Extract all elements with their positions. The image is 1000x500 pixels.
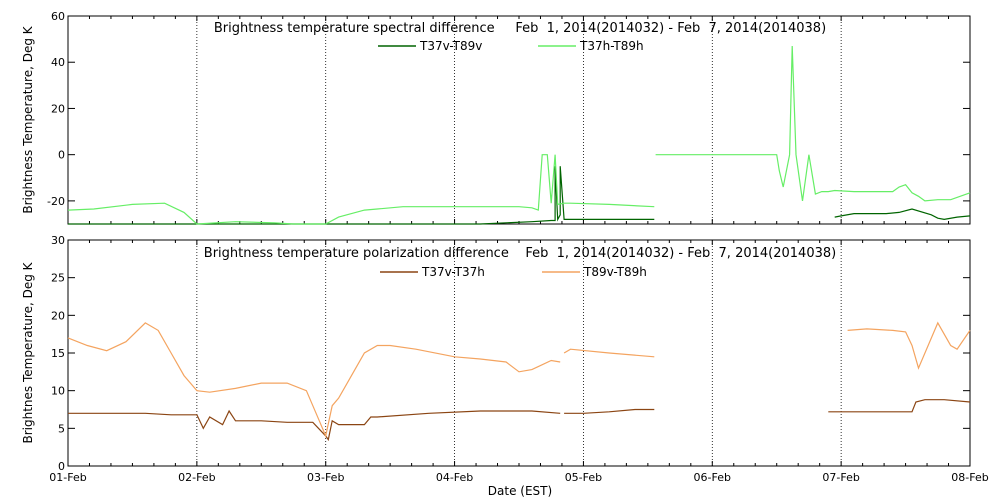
series-line-T37v-T37h: [68, 409, 561, 442]
y-tick-label: 0: [58, 149, 65, 162]
y-tick-label: 60: [51, 10, 65, 23]
x-axis-title: Date (EST): [488, 484, 552, 498]
y-tick-label: 20: [51, 309, 65, 322]
x-tick-label: 02-Feb: [178, 471, 215, 484]
x-tick-label: 04-Feb: [436, 471, 473, 484]
x-tick-label: 05-Feb: [565, 471, 602, 484]
x-tick-label: 07-Feb: [822, 471, 859, 484]
series-line-T89v-T89h: [67, 322, 561, 438]
series-line-T37h-T89h: [67, 154, 655, 225]
x-tick-label: 08-Feb: [951, 471, 988, 484]
polarization-difference-panel: 01-Feb 02-Feb 03-Feb 04-Feb 05-Feb 06-Feb 07-F…: [21, 234, 989, 484]
legend-label: T37v-T89v: [419, 39, 482, 53]
plot-frame: [67, 15, 971, 225]
series-line-T89v-T89h: [563, 348, 655, 358]
panel-title: Brightness temperature spectral differen…: [214, 21, 826, 36]
series-line-T37v-T89v: [834, 208, 971, 221]
legend-label: T37h-T89h: [579, 39, 644, 53]
y-tick-label: 30: [51, 234, 65, 247]
series-line-T37h-T89h: [655, 45, 971, 202]
y-tick-label: 15: [51, 347, 65, 360]
x-tick-label: 03-Feb: [307, 471, 344, 484]
y-tick-label: 20: [51, 102, 65, 115]
y-tick-label: 5: [58, 422, 65, 435]
legend-label: T89v-T89h: [583, 265, 647, 279]
y-tick-label: -20: [47, 195, 65, 208]
panel-title: Brightness temperature polarization diff…: [204, 246, 836, 261]
series-line-T37v-T37h: [828, 399, 971, 413]
legend-label: T37v-T37h: [421, 265, 485, 279]
y-tick-label: 10: [51, 385, 65, 398]
y-axis-title: Brightness Temperature, Deg K: [21, 25, 35, 213]
series-line-T37v-T37h: [564, 408, 655, 414]
plot-frame: [67, 239, 971, 467]
series-line-T37v-T89v: [68, 166, 655, 225]
spectral-difference-panel: -20 0 20 40 60 Brightness Temperature, Deg K B…: [21, 10, 971, 225]
y-tick-label: 25: [51, 272, 65, 285]
y-tick-label: 0: [58, 460, 65, 473]
series-line-T89v-T89h: [847, 321, 971, 370]
y-tick-label: 40: [51, 56, 65, 69]
x-tick-label: 06-Feb: [694, 471, 731, 484]
x-tick-label: 01-Feb: [49, 471, 86, 484]
y-axis-title: Brightnes Temperature, Deg K: [21, 261, 35, 443]
